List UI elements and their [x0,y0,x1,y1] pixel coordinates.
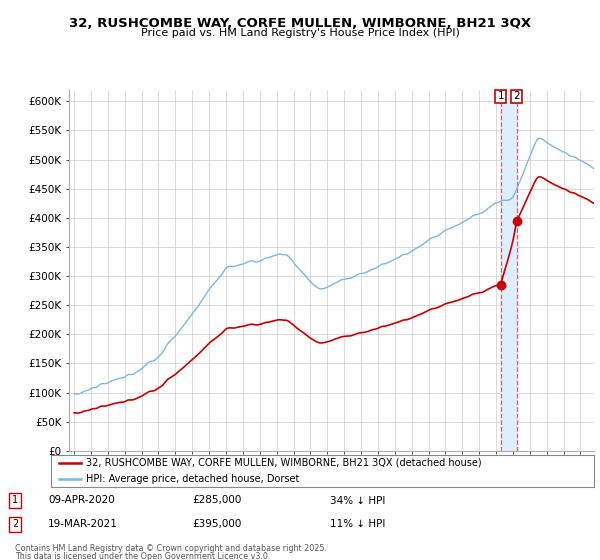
Text: 32, RUSHCOMBE WAY, CORFE MULLEN, WIMBORNE, BH21 3QX (detached house): 32, RUSHCOMBE WAY, CORFE MULLEN, WIMBORN… [86,458,482,468]
Text: Contains HM Land Registry data © Crown copyright and database right 2025.: Contains HM Land Registry data © Crown c… [15,544,327,553]
Text: 2: 2 [513,91,520,101]
Text: £395,000: £395,000 [192,519,241,529]
Text: 32, RUSHCOMBE WAY, CORFE MULLEN, WIMBORNE, BH21 3QX: 32, RUSHCOMBE WAY, CORFE MULLEN, WIMBORN… [69,17,531,30]
Text: Price paid vs. HM Land Registry's House Price Index (HPI): Price paid vs. HM Land Registry's House … [140,28,460,38]
Text: 34% ↓ HPI: 34% ↓ HPI [330,496,385,506]
Text: This data is licensed under the Open Government Licence v3.0.: This data is licensed under the Open Gov… [15,552,271,560]
Text: HPI: Average price, detached house, Dorset: HPI: Average price, detached house, Dors… [86,474,299,484]
Text: 19-MAR-2021: 19-MAR-2021 [48,519,118,529]
Bar [500,90,517,451]
Text: 2: 2 [12,519,18,529]
Text: 09-APR-2020: 09-APR-2020 [48,496,115,506]
Text: 1: 1 [497,91,504,101]
Text: 11% ↓ HPI: 11% ↓ HPI [330,519,385,529]
Text: 1: 1 [12,496,18,506]
Text: £285,000: £285,000 [192,496,241,506]
